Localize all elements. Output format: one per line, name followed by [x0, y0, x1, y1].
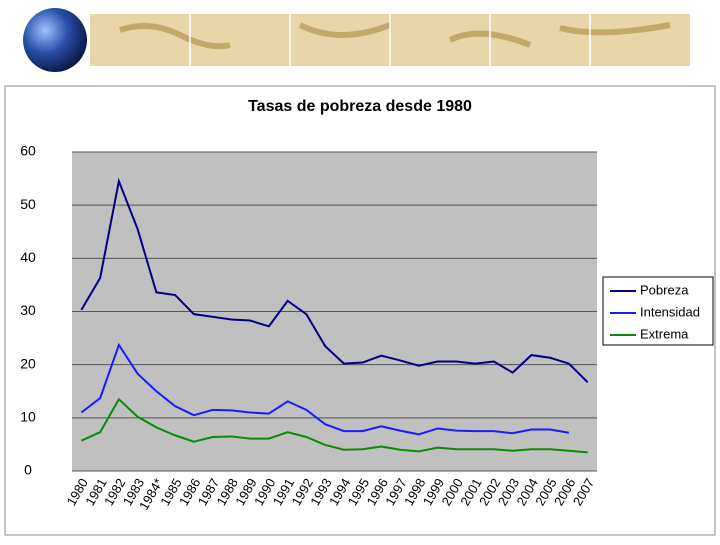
legend-label: Intensidad	[640, 304, 700, 319]
y-tick-label: 0	[24, 462, 32, 478]
chart-title: Tasas de pobreza desde 1980	[248, 98, 472, 115]
series-line	[80, 397, 588, 454]
y-tick-label: 40	[20, 249, 36, 265]
y-tick-label: 50	[20, 196, 36, 212]
legend-label: Pobreza	[640, 282, 689, 297]
legend	[602, 276, 714, 346]
y-tick-label: 60	[20, 143, 36, 159]
series-line	[80, 342, 570, 436]
header-decoration	[23, 8, 690, 72]
legend-label: Extrema	[640, 326, 689, 341]
y-tick-label: 10	[20, 409, 36, 425]
y-tick-label: 20	[20, 355, 36, 371]
series-line	[80, 177, 589, 383]
y-tick-label: 30	[20, 302, 36, 318]
